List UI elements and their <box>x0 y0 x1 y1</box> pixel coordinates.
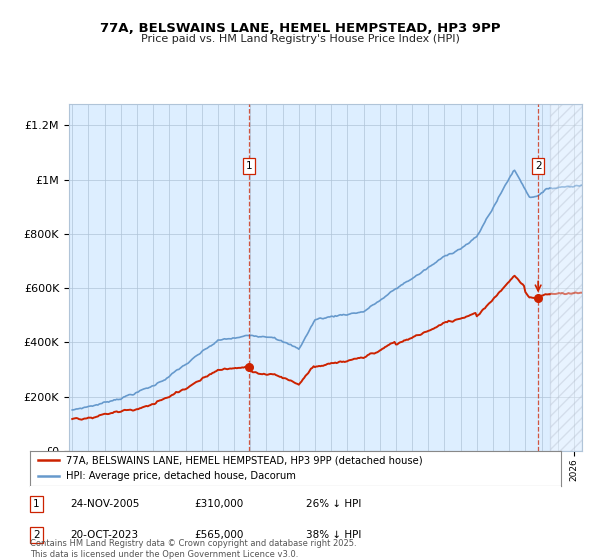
Text: 38% ↓ HPI: 38% ↓ HPI <box>306 530 361 540</box>
Bar <box>550 104 582 451</box>
Text: Price paid vs. HM Land Registry's House Price Index (HPI): Price paid vs. HM Land Registry's House … <box>140 34 460 44</box>
Text: 26% ↓ HPI: 26% ↓ HPI <box>306 498 361 508</box>
Text: £565,000: £565,000 <box>194 530 244 540</box>
Text: 20-OCT-2023: 20-OCT-2023 <box>70 530 138 540</box>
Text: Contains HM Land Registry data © Crown copyright and database right 2025.
This d: Contains HM Land Registry data © Crown c… <box>30 539 356 559</box>
Text: 2: 2 <box>535 161 541 171</box>
Text: 77A, BELSWAINS LANE, HEMEL HEMPSTEAD, HP3 9PP (detached house): 77A, BELSWAINS LANE, HEMEL HEMPSTEAD, HP… <box>66 455 423 465</box>
Text: HPI: Average price, detached house, Dacorum: HPI: Average price, detached house, Daco… <box>66 471 296 481</box>
Text: 1: 1 <box>245 161 252 171</box>
Text: 2: 2 <box>33 530 40 540</box>
Text: 77A, BELSWAINS LANE, HEMEL HEMPSTEAD, HP3 9PP: 77A, BELSWAINS LANE, HEMEL HEMPSTEAD, HP… <box>100 22 500 35</box>
Text: £310,000: £310,000 <box>194 498 244 508</box>
Text: 1: 1 <box>33 498 40 508</box>
Text: 24-NOV-2005: 24-NOV-2005 <box>70 498 139 508</box>
